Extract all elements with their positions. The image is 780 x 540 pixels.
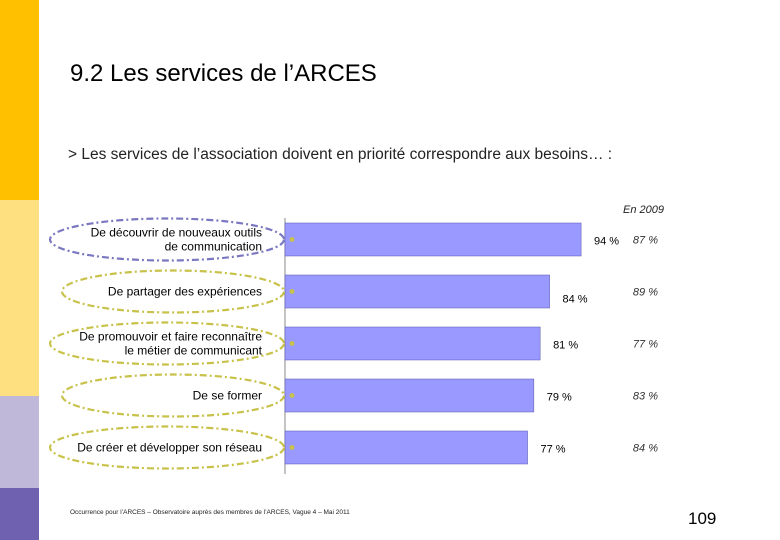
page-subtitle: > Les services de l’association doivent … [68,146,613,163]
bar-5 [284,430,528,465]
value-label-4: 79 % [547,392,572,404]
bar-start-dot-4 [289,393,295,398]
value-label-5: 77 % [540,444,565,456]
comparison-label-3: 77 % [633,339,658,351]
category-label-2-line-1: De partager des expériences [108,285,262,299]
category-label-1-line-1: De découvrir de nouveaux outils [91,226,262,240]
bar-start-dot-2 [289,289,295,294]
comparison-label-5: 84 % [633,443,658,455]
value-label-3: 81 % [553,340,578,352]
comparison-label-2: 89 % [633,287,658,299]
stripe-bottom [0,488,39,540]
stripe-low [0,396,39,488]
category-label-5-line-1: De créer et développer son réseau [77,441,262,455]
category-label-4-line-1: De se former [193,389,262,403]
category-oval-1 [48,217,286,262]
stripe-top [0,0,39,200]
bar-1 [284,222,582,257]
category-oval-3 [48,321,286,366]
bar-3 [284,326,541,361]
bar-4 [284,378,535,413]
comparison-label-4: 83 % [633,391,658,403]
category-label-3-line-1: De promouvoir et faire reconnaître [79,330,262,344]
category-oval-2 [60,269,286,314]
category-oval-4 [60,373,286,418]
bar-start-dot-1 [289,237,295,242]
source-footnote: Occurrence pour l’ARCES – Observatoire a… [70,509,350,516]
bar-2 [284,274,550,309]
value-label-1: 94 % [594,236,619,248]
page-title: 9.2 Les services de l’ARCES [70,60,377,87]
value-label-2: 84 % [563,294,588,306]
stripe-mid [0,200,39,396]
category-label-1-line-2: de communication [165,240,262,254]
page-number: 109 [688,509,717,528]
bar-start-dot-3 [289,341,295,346]
comparison-label-1: 87 % [633,235,658,247]
category-oval-5 [48,425,286,470]
comparison-year-label: En 2009 [623,204,664,216]
bar-start-dot-5 [289,445,295,450]
category-label-3-line-2: le métier de communicant [125,344,263,358]
